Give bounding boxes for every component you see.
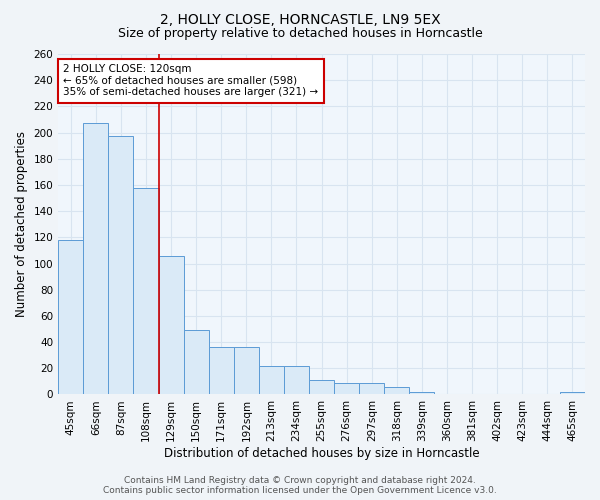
Bar bbox=[158, 256, 184, 394]
Bar bbox=[259, 366, 284, 394]
Text: 2, HOLLY CLOSE, HORNCASTLE, LN9 5EX: 2, HOLLY CLOSE, HORNCASTLE, LN9 5EX bbox=[160, 12, 440, 26]
Text: Size of property relative to detached houses in Horncastle: Size of property relative to detached ho… bbox=[118, 28, 482, 40]
Bar bbox=[209, 348, 234, 395]
Bar bbox=[109, 136, 133, 394]
Text: 2 HOLLY CLOSE: 120sqm
← 65% of detached houses are smaller (598)
35% of semi-det: 2 HOLLY CLOSE: 120sqm ← 65% of detached … bbox=[64, 64, 319, 98]
Bar bbox=[385, 386, 409, 394]
Bar bbox=[409, 392, 434, 394]
Bar bbox=[184, 330, 209, 394]
Bar bbox=[359, 382, 385, 394]
Bar bbox=[234, 348, 259, 395]
X-axis label: Distribution of detached houses by size in Horncastle: Distribution of detached houses by size … bbox=[164, 447, 479, 460]
Bar bbox=[284, 366, 309, 394]
Y-axis label: Number of detached properties: Number of detached properties bbox=[15, 131, 28, 317]
Bar bbox=[133, 188, 158, 394]
Bar bbox=[83, 124, 109, 394]
Text: Contains HM Land Registry data © Crown copyright and database right 2024.
Contai: Contains HM Land Registry data © Crown c… bbox=[103, 476, 497, 495]
Bar bbox=[334, 382, 359, 394]
Bar bbox=[309, 380, 334, 394]
Bar bbox=[560, 392, 585, 394]
Bar bbox=[58, 240, 83, 394]
